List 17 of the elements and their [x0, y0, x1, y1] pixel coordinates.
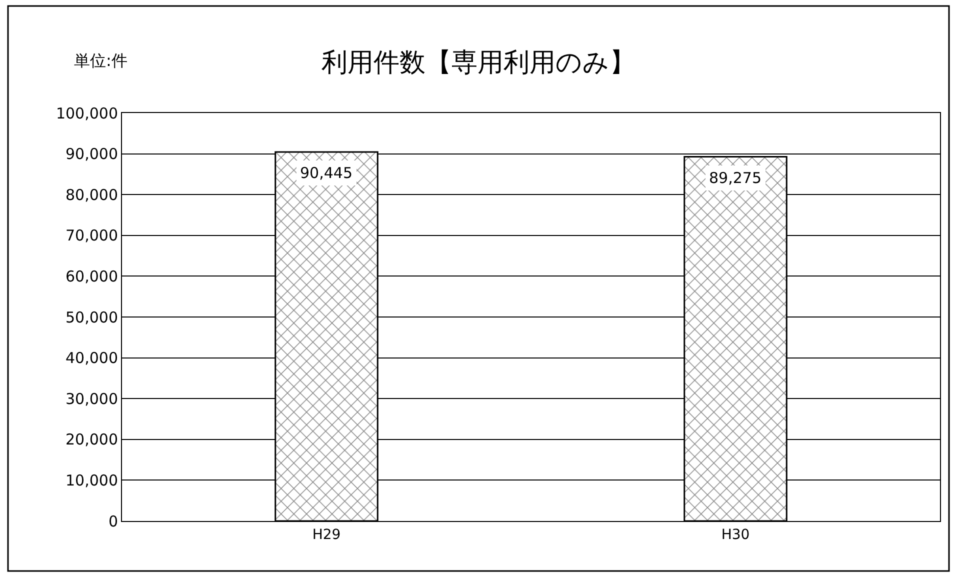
y-tick-label: 10,000	[66, 471, 118, 490]
y-tick-label: 60,000	[66, 267, 118, 286]
y-tick-label: 80,000	[66, 186, 118, 204]
y-tick-label: 90,000	[66, 145, 118, 164]
data-label: 90,445	[300, 164, 352, 182]
y-tick-label: 40,000	[66, 349, 118, 368]
chart-title: 利用件数【専用利用のみ】	[322, 48, 636, 78]
x-tick-label: H30	[721, 526, 750, 543]
y-tick-label: 50,000	[66, 308, 118, 326]
y-tick-label: 0	[108, 512, 118, 530]
y-tick-label: 20,000	[66, 430, 118, 449]
x-tick-label: H29	[312, 526, 341, 543]
y-tick-label: 30,000	[66, 390, 118, 408]
data-label: 89,275	[709, 169, 762, 187]
y-tick-label: 70,000	[66, 226, 118, 245]
text: 単位:件	[74, 51, 128, 70]
y-tick-label: 100,000	[56, 104, 118, 122]
